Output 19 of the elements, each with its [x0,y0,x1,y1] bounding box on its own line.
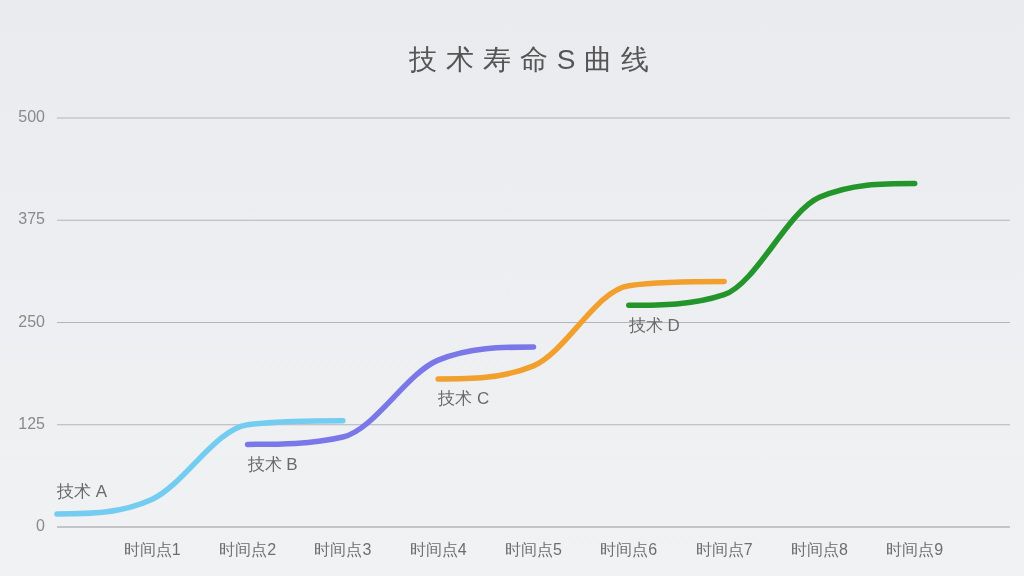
y-tick-label: 125 [18,414,46,432]
series-label: 技术 D [627,315,680,335]
x-tick-label: 时间点2 [219,541,277,559]
x-tick-label: 时间点9 [886,541,944,559]
y-tick-label: 250 [18,312,46,330]
y-tick-label: 500 [18,108,46,126]
series-label: 技术 C [437,389,490,409]
x-tick-label: 时间点1 [123,541,181,559]
x-tick-label: 时间点4 [409,541,467,559]
y-tick-label: 375 [18,210,46,228]
series-label: 技术 A [56,482,108,502]
series-label: 技术 B [246,454,298,474]
x-tick-label: 时间点6 [600,541,658,559]
x-tick-label: 时间点5 [505,541,563,559]
chart-title: 技术寿命S曲线 [407,44,659,76]
y-tick-label: 0 [36,517,46,535]
x-tick-label: 时间点7 [695,541,753,559]
x-tick-label: 时间点8 [790,541,848,559]
x-tick-label: 时间点3 [314,541,372,559]
